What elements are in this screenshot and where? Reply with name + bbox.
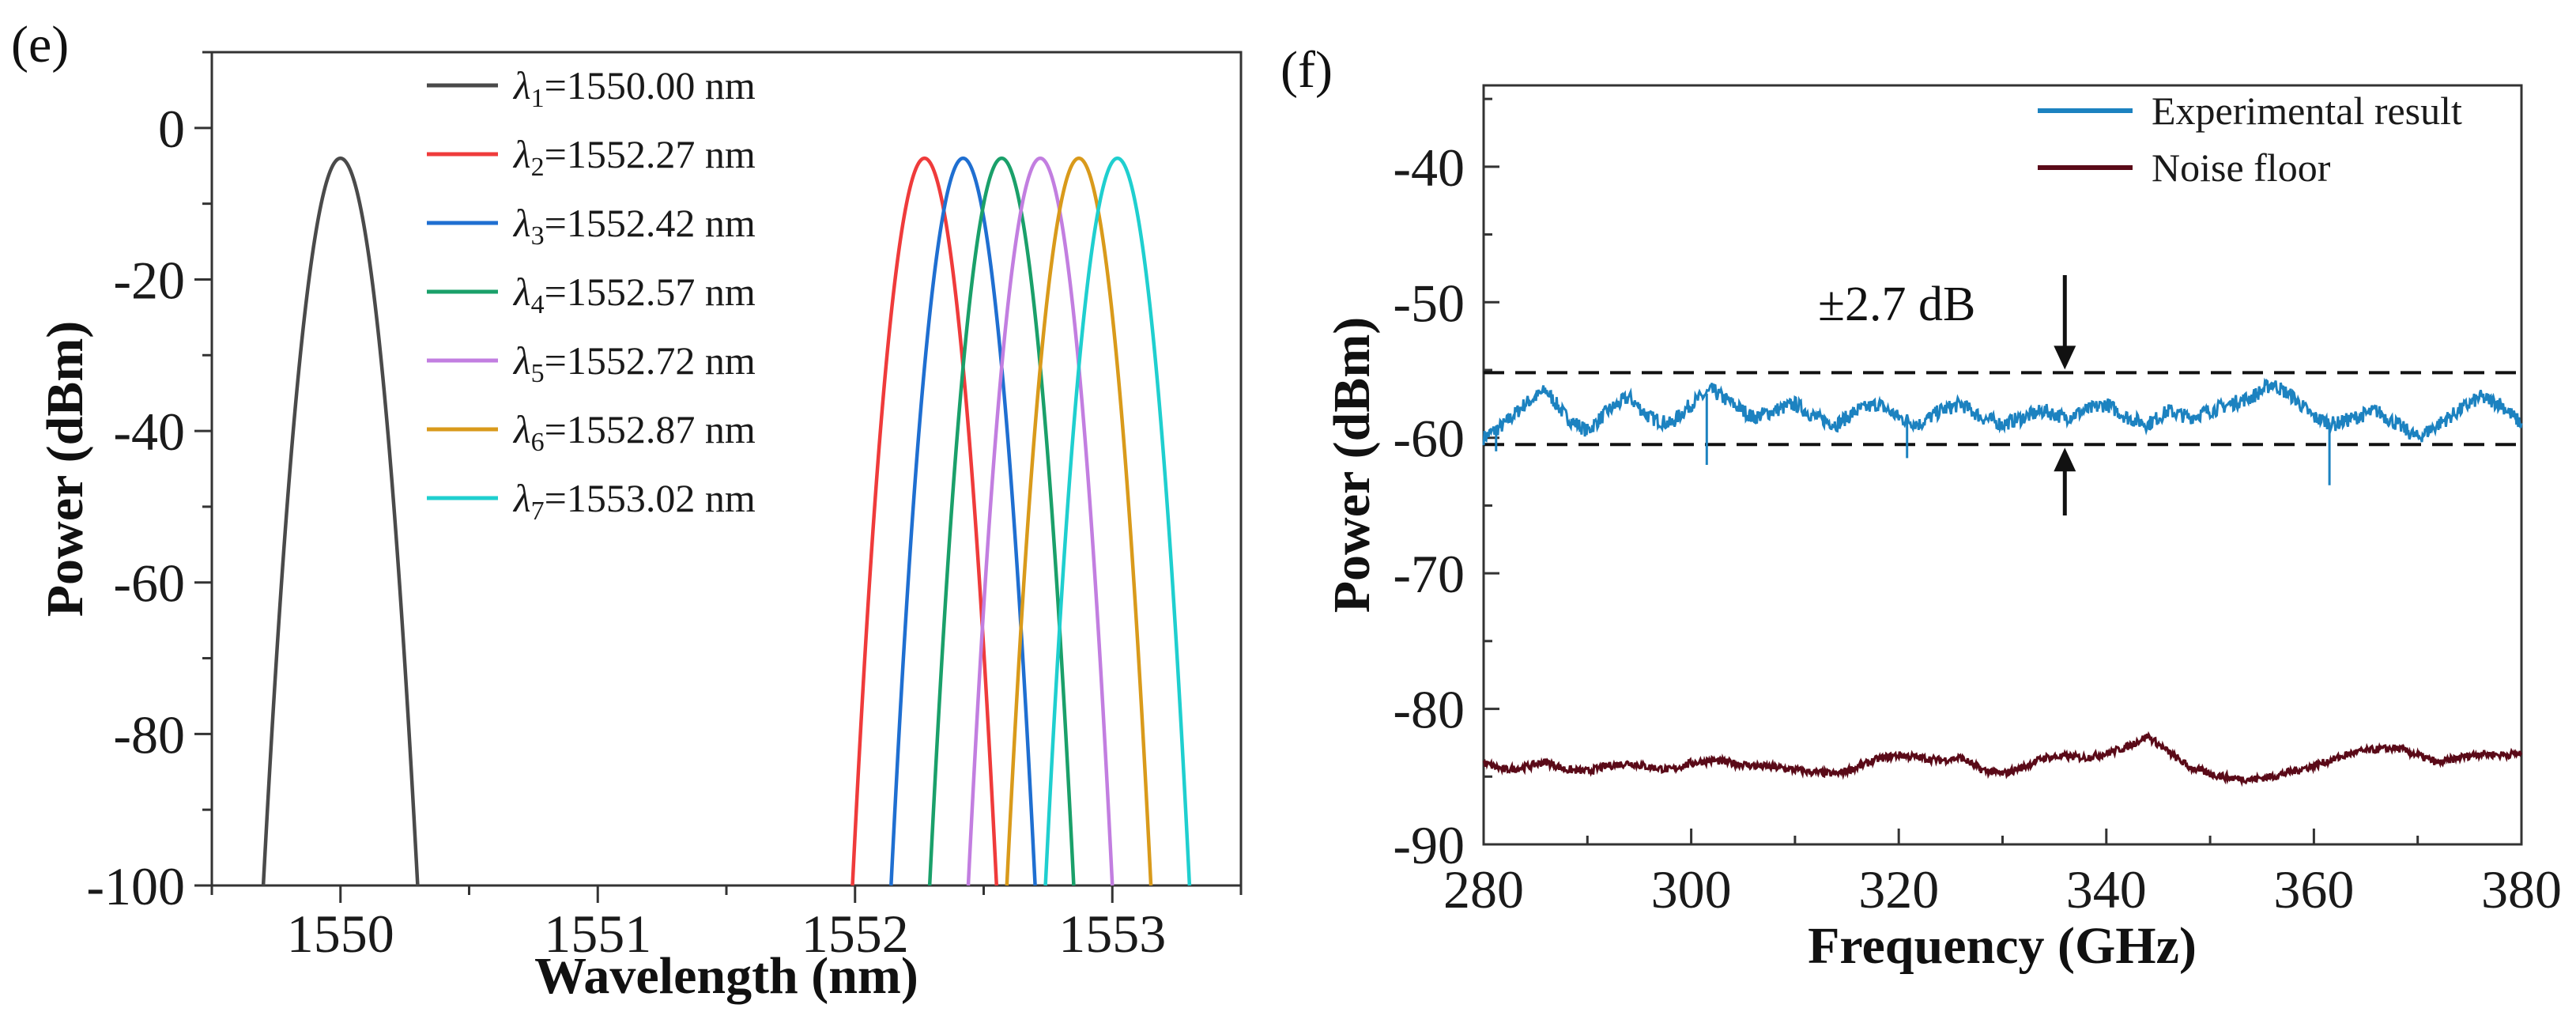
ripple-annotation-label: ±2.7 dB <box>1818 278 1975 331</box>
series-line-lambda5 <box>966 156 1115 886</box>
legend-subscript: 3 <box>531 221 545 251</box>
y-tick-labels-f: -40 -50 -60 -70 -80 -90 <box>1393 138 1465 875</box>
y-tick-label: -90 <box>1393 815 1465 875</box>
y-tick-label: -80 <box>113 704 185 765</box>
series-line-lambda3 <box>889 156 1037 886</box>
x-tick-label: 340 <box>2066 859 2147 919</box>
x-tick-label: 1552 <box>801 904 909 964</box>
y-tick-label: -60 <box>1393 409 1465 469</box>
x-tick-labels-f: 280 300 320 340 360 380 <box>1443 859 2562 919</box>
y-tick-labels-e: 0 -20 -40 -60 -80 -100 <box>86 99 185 916</box>
legend-label: λ7=1553.02 nm <box>512 476 756 526</box>
series-line-lambda1 <box>261 156 420 886</box>
tick-marks-f <box>1482 97 2523 846</box>
legend-lambda-symbol: λ <box>512 63 531 108</box>
y-tick-label: 0 <box>158 99 185 159</box>
legend-value: =1552.72 nm <box>545 338 756 383</box>
x-tick-label: 1551 <box>544 904 651 964</box>
series-line-lambda6 <box>1005 156 1153 886</box>
series-line-lambda7 <box>1043 156 1192 886</box>
y-tick-label: -40 <box>113 402 185 462</box>
legend-item-lambda4: λ4=1552.57 nm <box>427 270 756 319</box>
x-tick-labels-e: 1550 1551 1552 1553 <box>287 904 1167 964</box>
panel-label-e: (e) <box>11 16 69 74</box>
panel-e-wavelength-chart: (e) 1550 1551 1552 1553 0 -20 -40 -60 -80 -100 λ… <box>11 16 1243 1005</box>
x-tick-label: 1553 <box>1058 904 1166 964</box>
legend-item-lambda1: λ1=1550.00 nm <box>427 63 756 113</box>
legend-item-lambda2: λ2=1552.27 nm <box>427 132 756 182</box>
legend-item-lambda6: λ6=1552.87 nm <box>427 407 756 457</box>
y-tick-label: -40 <box>1393 138 1465 198</box>
y-tick-label: -50 <box>1393 273 1465 333</box>
legend-subscript: 2 <box>531 153 545 182</box>
series-line-experimental <box>1482 377 2523 446</box>
legend-lambda-symbol: λ <box>512 201 531 245</box>
legend-value: =1550.00 nm <box>545 63 756 108</box>
legend-label: λ4=1552.57 nm <box>512 270 756 319</box>
panel-label-f: (f) <box>1280 41 1333 99</box>
up-arrow-icon <box>2054 447 2076 472</box>
x-tick-label: 380 <box>2481 859 2562 919</box>
x-tick-label: 360 <box>2273 859 2354 919</box>
ripple-annotation: ±2.7 dB <box>1818 275 2076 515</box>
down-arrow-icon <box>2054 345 2076 370</box>
series-line-lambda4 <box>927 156 1076 886</box>
x-tick-label: 300 <box>1651 859 1732 919</box>
plot-frame-f <box>1482 84 2523 846</box>
x-axis-title-f: Frequency (GHz) <box>1808 917 2197 975</box>
legend-f: Experimental result Noise floor <box>2038 89 2462 190</box>
legend-item-noise-floor: Noise floor <box>2038 145 2331 190</box>
legend-lambda-symbol: λ <box>512 338 531 383</box>
legend-subscript: 1 <box>531 84 545 113</box>
x-tick-label: 320 <box>1858 859 1939 919</box>
y-axis-title-f: Power (dBm) <box>1323 317 1381 614</box>
legend-label: Experimental result <box>2152 89 2462 133</box>
legend-lambda-symbol: λ <box>512 476 531 520</box>
legend-subscript: 7 <box>531 497 545 526</box>
legend-label: λ1=1550.00 nm <box>512 63 756 113</box>
y-tick-label: -60 <box>113 553 185 614</box>
series-group-f <box>1482 377 2523 787</box>
series-group-e <box>261 156 1192 886</box>
y-tick-label: -20 <box>113 250 185 310</box>
legend-item-lambda7: λ7=1553.02 nm <box>427 476 756 526</box>
x-tick-label: 280 <box>1443 859 1524 919</box>
y-axis-title-e: Power (dBm) <box>36 321 94 617</box>
legend-value: =1552.87 nm <box>545 407 756 451</box>
legend-label: λ5=1552.72 nm <box>512 338 756 388</box>
legend-label: Noise floor <box>2152 145 2331 190</box>
legend-label: λ3=1552.42 nm <box>512 201 756 251</box>
legend-lambda-symbol: λ <box>512 407 531 451</box>
legend-item-lambda3: λ3=1552.42 nm <box>427 201 756 251</box>
y-tick-label: -70 <box>1393 544 1465 604</box>
series-line-lambda2 <box>850 156 999 886</box>
legend-subscript: 5 <box>531 359 545 388</box>
x-tick-label: 1550 <box>287 904 394 964</box>
y-tick-label: -100 <box>86 856 185 916</box>
legend-label: λ2=1552.27 nm <box>512 132 756 182</box>
legend-item-lambda5: λ5=1552.72 nm <box>427 338 756 388</box>
legend-value: =1553.02 nm <box>545 476 756 520</box>
series-line-noise-floor <box>1482 731 2523 787</box>
panel-f-frequency-chart: (f) 280 300 320 340 360 380 -40 -50 -60 -70 -80 -9… <box>1280 41 2562 975</box>
y-tick-label: -80 <box>1393 680 1465 740</box>
legend-value: =1552.57 nm <box>545 270 756 314</box>
legend-lambda-symbol: λ <box>512 270 531 314</box>
ripple-bounds <box>1484 371 2521 447</box>
legend-lambda-symbol: λ <box>512 132 531 176</box>
legend-item-experimental: Experimental result <box>2038 89 2462 133</box>
tick-marks-e <box>194 51 1243 903</box>
legend-value: =1552.42 nm <box>545 201 756 245</box>
legend-label: λ6=1552.87 nm <box>512 407 756 457</box>
legend-subscript: 4 <box>531 290 545 319</box>
legend-value: =1552.27 nm <box>545 132 756 176</box>
x-axis-title-e: Wavelength (nm) <box>534 947 918 1005</box>
legend-subscript: 6 <box>531 428 545 457</box>
